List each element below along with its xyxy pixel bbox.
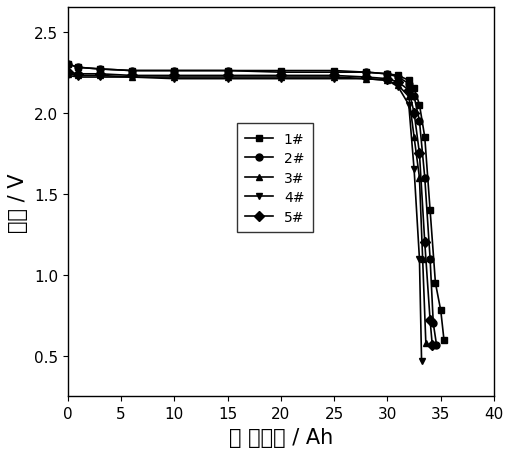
3# xyxy=(363,77,369,82)
Line: 1#: 1# xyxy=(65,61,447,344)
4# xyxy=(411,167,417,173)
1# xyxy=(395,74,401,79)
1# xyxy=(416,103,422,108)
1# xyxy=(171,69,177,74)
X-axis label: 放 电容量 / Ah: 放 电容量 / Ah xyxy=(229,427,333,447)
1# xyxy=(65,62,71,68)
5# xyxy=(171,74,177,79)
1# xyxy=(97,67,103,72)
2# xyxy=(75,66,81,71)
Y-axis label: 电压 / V: 电压 / V xyxy=(8,173,28,232)
5# xyxy=(129,74,135,79)
4# xyxy=(418,358,424,364)
5# xyxy=(97,72,103,77)
2# xyxy=(65,62,71,68)
4# xyxy=(278,77,284,82)
2# xyxy=(411,95,417,100)
4# xyxy=(75,75,81,81)
Line: 5#: 5# xyxy=(65,70,436,348)
2# xyxy=(171,69,177,74)
5# xyxy=(278,74,284,79)
5# xyxy=(429,342,435,348)
2# xyxy=(363,70,369,76)
5# xyxy=(395,80,401,86)
1# xyxy=(129,69,135,74)
3# xyxy=(406,95,412,100)
5# xyxy=(363,75,369,81)
5# xyxy=(416,151,422,157)
2# xyxy=(427,256,433,262)
4# xyxy=(395,85,401,90)
1# xyxy=(363,70,369,76)
3# xyxy=(278,75,284,81)
Legend: 1#, 2#, 3#, 4#, 5#: 1#, 2#, 3#, 4#, 5# xyxy=(237,124,313,233)
1# xyxy=(278,69,284,74)
5# xyxy=(406,88,412,94)
5# xyxy=(65,70,71,76)
2# xyxy=(331,70,337,76)
3# xyxy=(65,72,71,77)
1# xyxy=(75,66,81,71)
1# xyxy=(225,69,231,74)
5# xyxy=(411,111,417,116)
4# xyxy=(97,75,103,81)
5# xyxy=(331,74,337,79)
1# xyxy=(331,69,337,74)
4# xyxy=(65,74,71,79)
2# xyxy=(422,176,428,181)
2# xyxy=(225,69,231,74)
4# xyxy=(416,256,422,262)
1# xyxy=(385,72,391,77)
2# xyxy=(434,342,440,348)
3# xyxy=(331,75,337,81)
2# xyxy=(395,75,401,81)
5# xyxy=(75,72,81,77)
1# xyxy=(441,337,447,343)
3# xyxy=(385,78,391,84)
2# xyxy=(97,67,103,72)
5# xyxy=(427,318,433,323)
3# xyxy=(129,75,135,81)
2# xyxy=(416,119,422,124)
2# xyxy=(385,72,391,77)
4# xyxy=(225,77,231,82)
3# xyxy=(171,75,177,81)
3# xyxy=(423,340,429,346)
4# xyxy=(385,78,391,84)
3# xyxy=(75,74,81,79)
2# xyxy=(430,321,436,326)
5# xyxy=(422,240,428,246)
1# xyxy=(438,308,444,313)
1# xyxy=(422,135,428,141)
3# xyxy=(419,256,425,262)
4# xyxy=(129,75,135,81)
3# xyxy=(411,135,417,141)
3# xyxy=(416,176,422,181)
Line: 2#: 2# xyxy=(65,61,440,348)
3# xyxy=(225,75,231,81)
1# xyxy=(411,86,417,92)
2# xyxy=(129,69,135,74)
5# xyxy=(225,74,231,79)
Line: 4#: 4# xyxy=(65,73,425,364)
1# xyxy=(406,78,412,84)
1# xyxy=(427,208,433,213)
2# xyxy=(406,81,412,87)
1# xyxy=(432,281,438,286)
Line: 3#: 3# xyxy=(65,71,429,347)
4# xyxy=(363,77,369,82)
4# xyxy=(171,77,177,82)
4# xyxy=(406,103,412,108)
3# xyxy=(97,74,103,79)
4# xyxy=(331,77,337,82)
5# xyxy=(385,77,391,82)
2# xyxy=(278,70,284,76)
3# xyxy=(395,83,401,89)
